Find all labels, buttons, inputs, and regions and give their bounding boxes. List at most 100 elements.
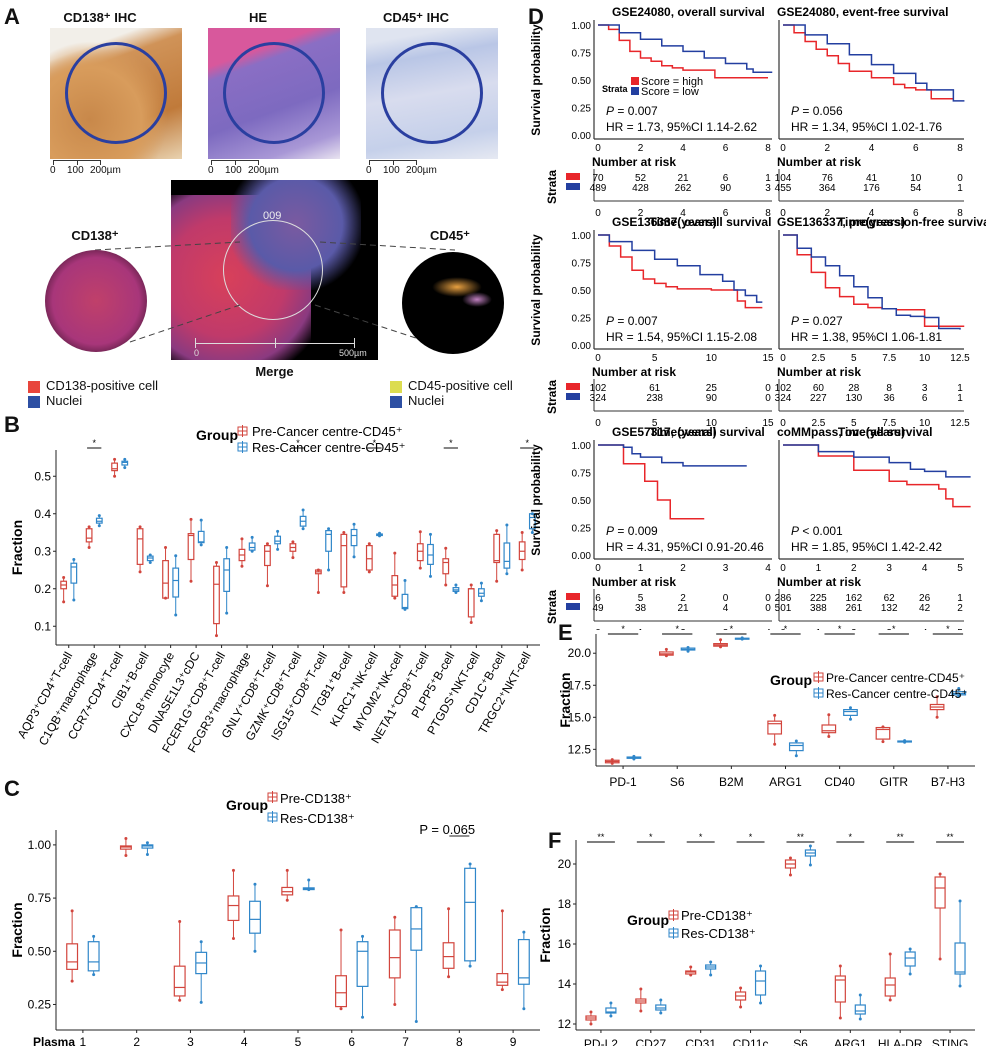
data-point: [123, 457, 127, 461]
risk-count-high: 0: [765, 383, 771, 394]
data-point: [178, 919, 182, 923]
data-point: [794, 754, 798, 758]
data-point: [788, 856, 792, 860]
chart-d-survival-grid: GSE24080, overall survival 0.00 0.25 0.50 0.…: [529, 5, 986, 630]
significance-mark: *: [373, 438, 377, 448]
risk-strata-key-low: [566, 183, 580, 190]
significance-mark: *: [92, 438, 96, 448]
risk-count-high: 3: [922, 383, 928, 394]
km-title: coMMpass, overall survival: [777, 425, 932, 439]
data-point: [148, 553, 152, 557]
cd138-ihc-image: [50, 28, 182, 159]
data-point: [719, 638, 723, 642]
box-res: [87, 941, 100, 972]
data-point: [739, 1005, 743, 1009]
data-point: [609, 1014, 613, 1018]
y-tick-label: 18: [558, 897, 572, 911]
zoom-circle-cd138: [45, 250, 147, 352]
risk-count-high: 70: [592, 173, 604, 184]
data-point: [199, 1000, 203, 1004]
data-point: [97, 524, 101, 528]
risk-x-tick-label: 5: [652, 418, 658, 429]
panel-label-b: B: [4, 412, 20, 437]
significance-mark: *: [838, 624, 842, 634]
km-legend-key-high: [631, 77, 639, 85]
risk-strata-label: Strata: [545, 590, 559, 624]
km-y-axis-label: Survival probability: [529, 234, 543, 346]
data-point: [414, 1019, 418, 1023]
data-point: [87, 546, 91, 549]
risk-count-high: 8: [886, 383, 892, 394]
x-tick-label: CD31: [685, 1037, 716, 1046]
risk-count-high: 5: [638, 593, 644, 604]
x-tick-label: B7-H3: [931, 775, 965, 789]
km-y-tick-label: 0.50: [572, 286, 592, 297]
data-point: [72, 558, 76, 561]
box-pre: [213, 565, 220, 625]
x-tick-label: CD40: [824, 775, 855, 789]
x-tick-label: S6: [670, 775, 685, 789]
km-x-tick-label: 10: [919, 353, 931, 364]
km-y-tick-label: 1.00: [572, 231, 592, 242]
box-res: [223, 558, 231, 592]
legend-title: Group: [226, 797, 268, 813]
y-axis-label: Fraction: [9, 902, 25, 957]
merge-image: 009 0 500µm: [171, 180, 378, 360]
box-pre: [442, 558, 450, 575]
risk-table-title: Number at risk: [777, 155, 861, 169]
data-point: [938, 957, 942, 961]
data-point: [444, 546, 448, 550]
data-point: [589, 1022, 593, 1026]
risk-x-tick-label: 1: [638, 628, 644, 630]
data-point: [610, 761, 614, 765]
x-tick-label: 4: [241, 1035, 248, 1046]
y-tick-label: 0.50: [28, 944, 52, 958]
data-point: [659, 1011, 663, 1015]
y-tick-label: 20: [558, 857, 572, 871]
risk-count-low: 49: [592, 603, 604, 614]
risk-count-low: 238: [646, 393, 663, 404]
box-res: [248, 542, 256, 551]
risk-count-high: 6: [723, 173, 729, 184]
x-tick-label: ARG1: [769, 775, 802, 789]
box-res: [197, 530, 205, 544]
data-point: [454, 591, 458, 594]
risk-x-tick-label: 12.5: [950, 418, 970, 429]
risk-count-high: 26: [919, 593, 931, 604]
he-image: [208, 28, 340, 159]
data-point: [189, 579, 193, 583]
legend-title: Group: [627, 912, 669, 928]
box-pre: [416, 543, 424, 562]
km-x-tick-label: 2: [680, 563, 686, 574]
risk-x-tick-label: 0: [595, 418, 601, 429]
y-tick-label: 0.5: [34, 469, 51, 483]
risk-count-high: 41: [866, 173, 878, 184]
km-legend-title: Strata: [602, 84, 629, 94]
risk-x-tick-label: 0: [595, 208, 601, 219]
scale-bar-cd138: 0 100 200µm: [50, 160, 130, 180]
box-res: [503, 542, 511, 569]
box-pre: [136, 528, 144, 565]
x-tick-label: B2M: [719, 775, 744, 789]
data-point: [686, 649, 690, 653]
panel-label-c: C: [4, 776, 20, 801]
data-point: [838, 964, 842, 968]
km-y-tick-label: 0.50: [572, 496, 592, 507]
data-point: [92, 973, 96, 977]
x-tick-label: CD27: [635, 1037, 666, 1046]
box-pre: [934, 876, 946, 909]
data-point: [958, 899, 962, 903]
data-point: [367, 542, 371, 546]
data-point: [240, 564, 244, 568]
data-point: [378, 531, 382, 535]
data-point: [285, 898, 289, 902]
risk-count-low: 1: [957, 183, 963, 194]
data-point: [164, 546, 168, 549]
data-point: [265, 584, 269, 588]
km-y-tick-label: 0.00: [572, 341, 592, 352]
risk-count-high: 0: [765, 593, 771, 604]
risk-strata-label: Strata: [545, 380, 559, 414]
risk-count-low: 36: [884, 393, 896, 404]
risk-x-tick-label: 4: [765, 628, 771, 630]
risk-count-low: 455: [775, 183, 792, 194]
